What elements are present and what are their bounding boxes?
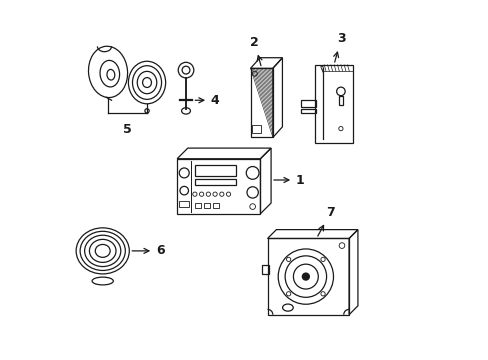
- Bar: [301, 109, 315, 113]
- Text: 1: 1: [273, 174, 304, 186]
- Bar: [212, 203, 219, 208]
- Bar: [250, 68, 272, 138]
- Bar: [195, 203, 201, 208]
- Bar: [195, 165, 235, 176]
- Circle shape: [301, 273, 309, 281]
- Bar: [179, 201, 188, 207]
- Bar: [203, 203, 210, 208]
- Text: 4: 4: [195, 94, 219, 107]
- Bar: [267, 238, 348, 315]
- Bar: [262, 265, 268, 274]
- Text: 7: 7: [317, 206, 334, 236]
- Text: 3: 3: [333, 32, 345, 62]
- Bar: [338, 96, 343, 104]
- Bar: [177, 159, 260, 214]
- Text: 2: 2: [250, 36, 262, 66]
- Bar: [252, 125, 261, 133]
- Bar: [315, 65, 352, 143]
- Text: 6: 6: [132, 244, 164, 257]
- Bar: [301, 100, 315, 107]
- Bar: [195, 179, 235, 185]
- Text: 5: 5: [123, 123, 132, 136]
